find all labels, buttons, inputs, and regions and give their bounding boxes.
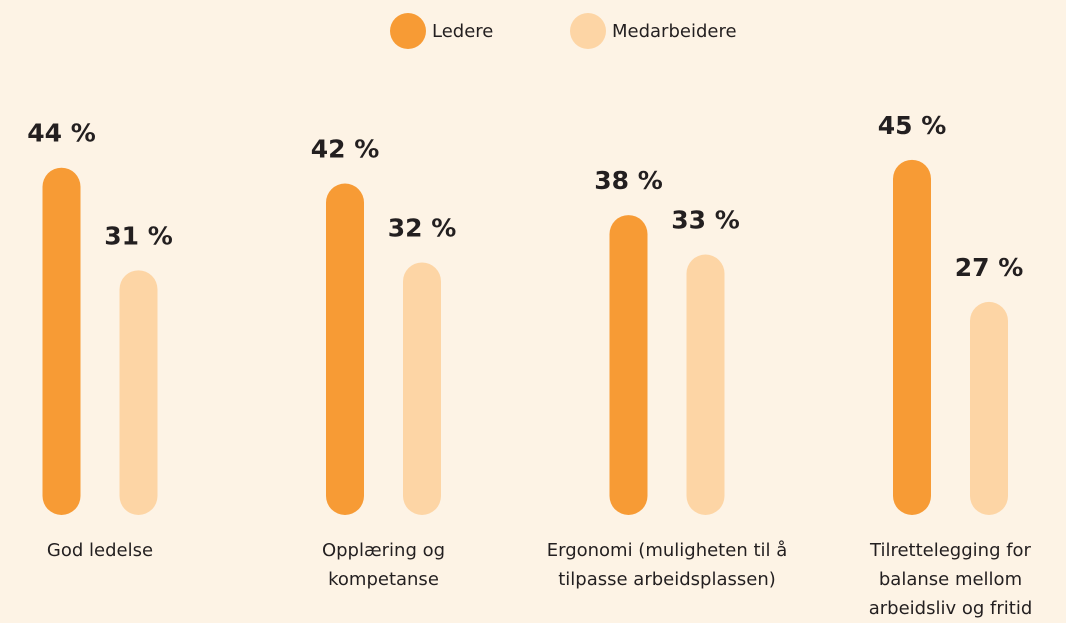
x-tick-label: Opplæring og kompetanse [244, 536, 524, 594]
legend-swatch [390, 13, 426, 49]
bar [403, 262, 441, 515]
x-tick-label: Tilrettelegging for balanse mellom arbei… [811, 536, 1066, 623]
value-label: 45 % [878, 111, 947, 140]
x-tick-label: Ergonomi (muligheten til å tilpasse arbe… [527, 536, 807, 594]
bar [43, 168, 81, 515]
bar [970, 302, 1008, 515]
value-label: 32 % [388, 213, 457, 242]
value-label: 33 % [671, 206, 740, 235]
bar [326, 184, 364, 515]
legend-swatch [570, 13, 606, 49]
bar [120, 270, 158, 515]
value-label: 31 % [104, 221, 173, 250]
x-tick-label: God ledelse [0, 536, 240, 565]
legend-label: Ledere [432, 21, 493, 42]
value-label: 42 % [311, 135, 380, 164]
value-label: 44 % [27, 119, 96, 148]
value-label: 27 % [955, 253, 1024, 282]
bar [610, 215, 648, 515]
legend-label: Medarbeidere [612, 21, 737, 42]
value-label: 38 % [594, 166, 663, 195]
bar [687, 255, 725, 515]
bar [893, 160, 931, 515]
